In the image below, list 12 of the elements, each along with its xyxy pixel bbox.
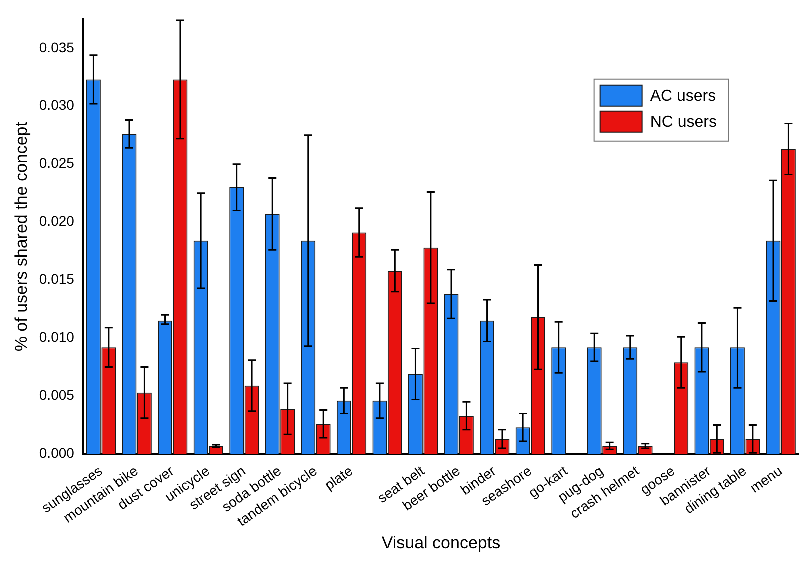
x-axis-title: Visual concepts: [382, 533, 501, 552]
y-tick-label: 0.020: [39, 213, 75, 230]
y-tick-label: 0.000: [39, 445, 75, 462]
y-tick-label: 0.015: [39, 271, 75, 288]
y-tick-label: 0.030: [39, 97, 75, 114]
y-tick-label: 0.025: [39, 155, 75, 172]
y-tick-label: 0.005: [39, 387, 75, 404]
y-axis-title: % of users shared the concept: [12, 122, 31, 352]
y-tick-label: 0.035: [39, 39, 75, 56]
legend-label: AC users: [650, 88, 716, 105]
legend-label: NC users: [650, 114, 718, 131]
y-tick-label: 0.010: [39, 329, 75, 346]
